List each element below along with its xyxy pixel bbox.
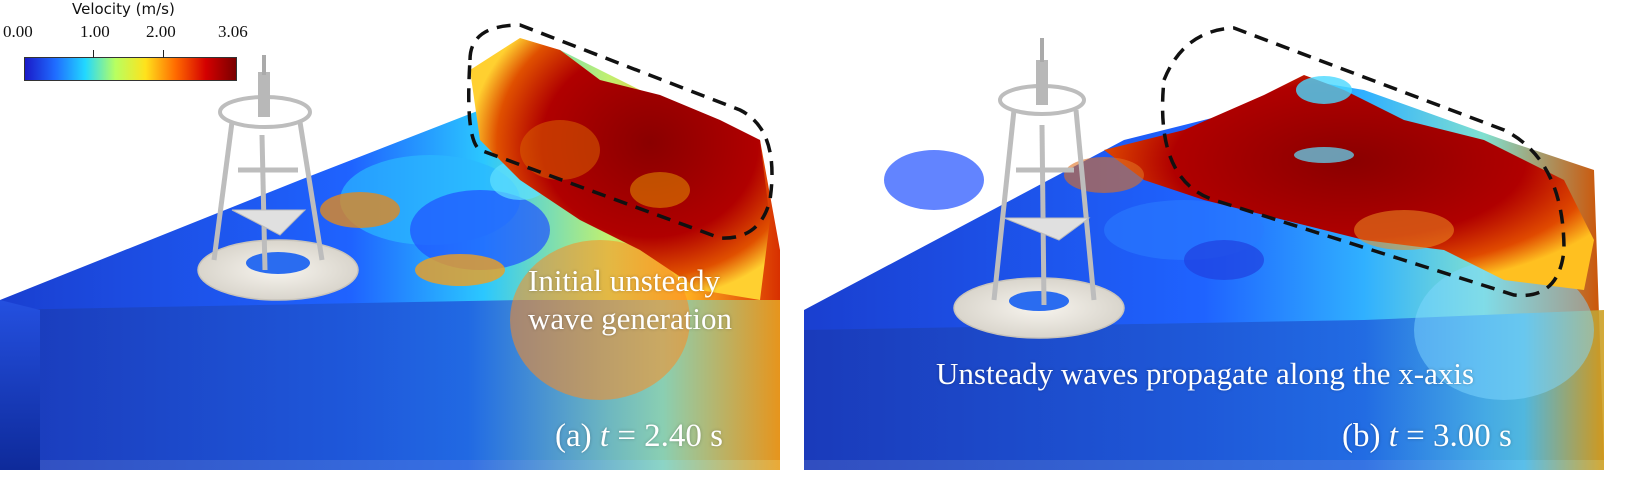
colorbar-tick-min: 0.00: [3, 22, 33, 41]
annotation-a-line-1: Initial unsteady: [528, 263, 720, 298]
colorbar-tick-mark-1: [93, 50, 94, 58]
panel-divider: [800, 0, 804, 486]
colorbar-title: Velocity (m/s): [72, 0, 175, 18]
colorbar-tick-max: 3.06: [218, 22, 248, 41]
panel-a-time-value: = 2.40 s: [617, 418, 724, 454]
annotation-b-line-1: Unsteady waves propagate along the x-axi…: [936, 356, 1475, 391]
time-label-a: (a) t = 2.40 s: [555, 418, 723, 455]
annotation-a: Initial unsteady wave generation: [528, 262, 732, 338]
panel-a-render: [0, 0, 800, 486]
panel-b-time-value: = 3.00 s: [1406, 418, 1512, 454]
colorbar-tick-1: 1.00: [80, 22, 110, 41]
panel-b-time-symbol: t: [1388, 418, 1398, 454]
panel-b-simulation: Unsteady waves propagate along the x-axi…: [804, 0, 1632, 486]
dashed-highlight-b: [1160, 26, 1566, 298]
dashed-highlight-a: [467, 23, 774, 240]
panel-b-render: [804, 0, 1632, 486]
panel-b-prefix: (b): [1342, 418, 1381, 454]
time-label-b: (b) t = 3.00 s: [1342, 418, 1512, 455]
annotation-a-line-2: wave generation: [528, 301, 732, 336]
panel-a-simulation: Velocity (m/s) 0.00 1.00 2.00 3.06 Initi…: [0, 0, 800, 486]
annotation-b: Unsteady waves propagate along the x-axi…: [936, 355, 1474, 393]
colorbar-tick-mark-2: [163, 50, 164, 58]
panel-a-time-symbol: t: [599, 418, 610, 454]
panel-a-prefix: (a): [555, 418, 592, 454]
colorbar-tick-2: 2.00: [146, 22, 176, 41]
colorbar-gradient: [24, 57, 237, 81]
